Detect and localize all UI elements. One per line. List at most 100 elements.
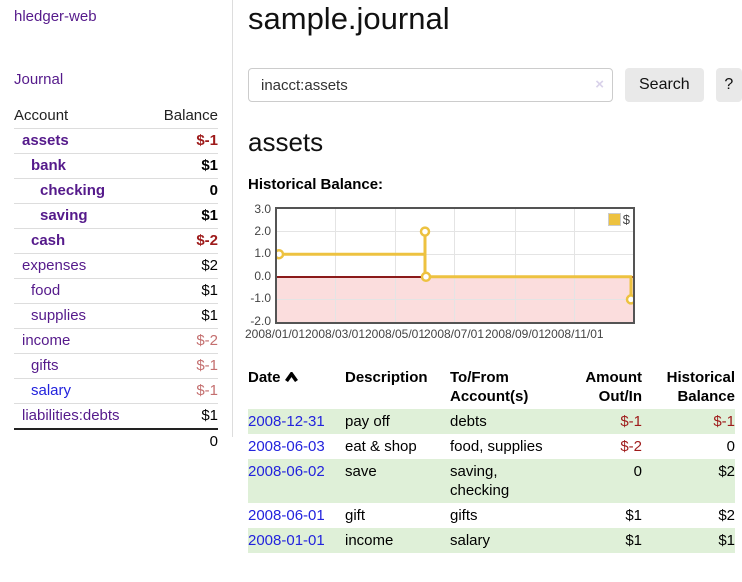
transaction-date-link[interactable]: 2008-06-01 [248,507,325,524]
register-row: 2008-06-03 eat & shop food, supplies $-2… [248,434,735,459]
app-title-link[interactable]: hledger-web [14,8,97,25]
account-balance: 0 [209,182,218,199]
account-link-assets[interactable]: assets [22,132,69,149]
account-row: supplies $1 [14,303,218,328]
account-balance: $-1 [196,382,218,399]
account-balance: $1 [201,157,218,174]
transaction-amount: $1 [625,532,642,549]
account-link-bank[interactable]: bank [31,157,67,174]
transaction-balance: $2 [718,463,735,480]
x-axis-tick: 2008/05/01 [364,327,426,341]
page-title: sample.journal [248,1,450,36]
gridline [277,299,633,300]
gridline [454,209,455,322]
chart-legend: $ [607,212,630,227]
transaction-date-link[interactable]: 2008-01-01 [248,532,325,549]
date-column-header[interactable]: Date [248,365,345,409]
help-button[interactable]: ? [715,68,742,102]
transaction-accounts: salary [450,532,491,549]
sidebar: hledger-web Journal Account Balance asse… [0,0,233,582]
account-row: saving $1 [14,203,218,228]
transaction-amount: $1 [625,507,642,524]
y-axis-tick: -1.0 [250,291,271,305]
account-balance: $1 [201,407,218,424]
y-axis-tick: 1.0 [254,246,271,260]
account-row: liabilities:debts $1 [14,403,218,428]
balance-column-header: Balance [163,107,218,124]
transaction-accounts: saving, checking [450,463,510,499]
account-link-income[interactable]: income [22,332,71,349]
accounts-table-header: Account Balance [14,104,218,128]
account-balance: $-1 [196,132,218,149]
y-axis-tick: 3.0 [254,202,271,216]
gridline [515,209,516,322]
account-balance: $1 [201,207,218,224]
transaction-amount: 0 [633,463,642,480]
x-axis-tick: 2008/07/01 [423,327,485,341]
transaction-description: eat & shop [345,438,417,455]
transaction-date-link[interactable]: 2008-12-31 [248,413,325,430]
clear-search-icon[interactable]: × [595,76,604,93]
account-row: cash $-2 [14,228,218,253]
account-balance: $2 [201,257,218,274]
x-axis-tick: 2008/03/01 [304,327,366,341]
main-content: sample.journal × Search ? assets Histori… [245,0,742,553]
transaction-balance: $1 [718,532,735,549]
transaction-description: pay off [345,413,390,430]
account-link-saving[interactable]: saving [40,207,88,224]
accounts-column-header: To/From Account(s) [450,369,529,405]
account-row: income $-2 [14,328,218,353]
search-box: × [248,68,613,102]
account-link-food[interactable]: food [31,282,61,299]
y-axis-tick: 2.0 [254,224,271,238]
x-axis-tick: 2008/11/01 [544,327,604,341]
account-link-checking[interactable]: checking [40,182,106,199]
transaction-amount: $-1 [620,413,642,430]
register-row: 2008-06-01 gift gifts $1 $2 [248,503,735,528]
legend-label: $ [622,212,630,227]
account-row: food $1 [14,278,218,303]
account-link-expenses[interactable]: expenses [22,257,87,274]
account-link-supplies[interactable]: supplies [31,307,87,324]
transaction-accounts: food, supplies [450,438,543,455]
register-row: 2008-06-02 save saving, checking 0 $2 [248,459,735,503]
search-button[interactable]: Search [625,68,704,102]
gridline [395,209,396,322]
register-header-row: Date Description To/From Account(s) Amou… [248,365,735,409]
transaction-date-link[interactable]: 2008-06-03 [248,438,325,455]
account-balance: $1 [201,282,218,299]
search-input[interactable] [248,68,613,102]
transaction-description: save [345,463,377,480]
sidebar-item-journal[interactable]: Journal [14,71,64,88]
plot-area: $ [275,207,635,324]
account-balance: $-2 [196,232,218,249]
account-row: bank $1 [14,153,218,178]
account-link-cash[interactable]: cash [31,232,66,249]
account-link-liabilities-debts[interactable]: liabilities:debts [22,407,120,424]
transaction-balance: $-1 [713,413,735,430]
gridline [277,231,633,232]
account-link-salary[interactable]: salary [31,382,72,399]
balance-column-header: Historical Balance [666,369,735,405]
description-column-header: Description [345,369,428,386]
historical-balance-chart: 3.0 2.0 1.0 0.0 -1.0 -2.0 [245,202,742,345]
account-balance: $1 [201,307,218,324]
x-axis-tick: 2008/01/01 [244,327,306,341]
account-balance: $-2 [196,332,218,349]
accounts-table: Account Balance assets $-1 bank $1 check… [14,104,218,454]
transaction-balance: 0 [726,438,735,455]
account-link-gifts[interactable]: gifts [31,357,59,374]
sort-ascending-icon [284,368,298,387]
accounts-total-value: 0 [209,433,218,450]
transaction-accounts: debts [450,413,487,430]
balance-line-series [277,226,633,305]
transaction-description: income [345,532,394,549]
transaction-date-link[interactable]: 2008-06-02 [248,463,325,480]
legend-swatch-icon [607,213,621,226]
transaction-description: gift [345,507,366,524]
date-header-label: Date [248,369,281,386]
gridline [335,209,336,322]
y-axis-tick: 0.0 [254,269,271,283]
gridline [277,254,633,255]
